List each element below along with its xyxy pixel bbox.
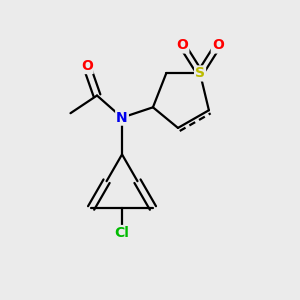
Text: O: O [176, 38, 188, 52]
Text: N: N [116, 111, 128, 124]
Text: O: O [212, 38, 224, 52]
Text: Cl: Cl [115, 226, 130, 240]
Text: O: O [81, 59, 93, 73]
Text: S: S [195, 66, 205, 80]
